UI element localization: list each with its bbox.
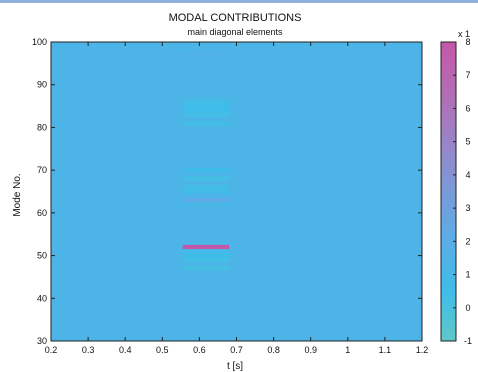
x-tick-label: 0.8	[267, 345, 280, 355]
x-axis-label: t [s]	[227, 361, 243, 372]
colorbar-tick-label: 8	[465, 37, 470, 47]
x-tick-label: 1.1	[379, 345, 392, 355]
colorbar-tick-label: 2	[465, 236, 470, 246]
heatmap-background	[51, 42, 422, 341]
heatmap-cell	[182, 168, 230, 173]
y-tick-label: 40	[37, 293, 47, 303]
heatmap-cell	[182, 108, 230, 113]
top-border-bar	[0, 0, 478, 3]
heatmap-cell	[182, 244, 230, 250]
heatmap-cell	[182, 121, 230, 126]
heatmap-cell	[182, 176, 230, 181]
chart-title: MODAL CONTRIBUTIONS	[169, 12, 302, 24]
y-tick-label: 90	[37, 80, 47, 90]
heatmap-cell	[182, 253, 230, 258]
heatmap-cell	[182, 197, 230, 203]
heatmap-cell	[182, 189, 230, 194]
heatmap-cell	[182, 202, 230, 207]
colorbar-tick-label: 6	[465, 103, 470, 113]
colorbar-tick-label: -1	[464, 336, 472, 346]
x-tick-label: 0.6	[193, 345, 206, 355]
heatmap-cell	[182, 257, 230, 262]
heatmap-cell	[182, 52, 230, 57]
heatmap-cell	[182, 112, 230, 117]
heatmap-cell	[182, 103, 230, 109]
y-tick-label: 50	[37, 251, 47, 261]
y-tick-label: 60	[37, 208, 47, 218]
heatmap-plot	[50, 41, 423, 342]
x-tick-label: 0.9	[304, 345, 317, 355]
heatmap-cell	[182, 185, 230, 190]
y-tick-label: 100	[32, 37, 47, 47]
heatmap-cell	[182, 99, 230, 104]
x-tick-label: 0.3	[82, 345, 95, 355]
y-axis-ticks: 30 40 50 60 70 80 90 100	[32, 37, 422, 346]
heatmap-cell	[182, 266, 230, 271]
colorbar-tick-label: 3	[465, 203, 470, 213]
colorbar-tick-label: 5	[465, 137, 470, 147]
x-tick-label: 1	[345, 345, 350, 355]
y-tick-label: 80	[37, 122, 47, 132]
colorbar-scale	[440, 41, 457, 342]
colorbar-tick-label: 7	[465, 70, 470, 80]
colorbar-multiplier: x 1	[458, 29, 470, 39]
x-tick-label: 0.2	[45, 345, 58, 355]
heatmap-cell	[182, 249, 230, 254]
x-tick-label: 0.4	[119, 345, 132, 355]
x-tick-label: 1.2	[416, 345, 429, 355]
chart-subtitle: main diagonal elements	[187, 27, 283, 37]
colorbar: 8 7 6 5 4 3 2 1 0 -1	[440, 37, 472, 346]
colorbar-tick-label: 4	[465, 170, 470, 180]
x-tick-label: 0.5	[156, 345, 169, 355]
y-tick-label: 30	[37, 336, 47, 346]
colorbar-tick-label: 0	[465, 303, 470, 313]
y-tick-label: 70	[37, 165, 47, 175]
colorbar-tick-label: 1	[465, 270, 470, 280]
x-axis-ticks: 0.2 0.3 0.4 0.5 0.6 0.7 0.8 0.9 1 1.1 1.2	[45, 42, 429, 355]
x-tick-label: 0.7	[230, 345, 243, 355]
y-axis-label: Mode No.	[12, 173, 23, 216]
